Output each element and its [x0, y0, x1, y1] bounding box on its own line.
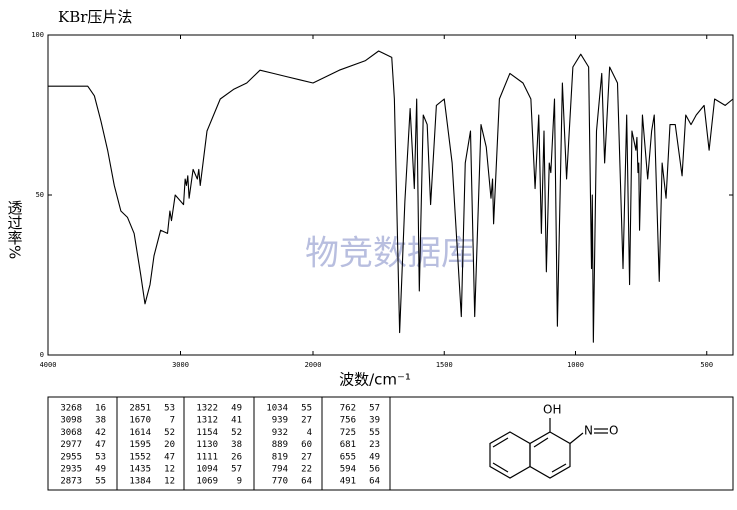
peak-transmittance: 9 — [237, 477, 242, 487]
y-axis-label: 透过率% — [6, 200, 24, 259]
peak-transmittance: 64 — [301, 477, 312, 487]
double-bond — [492, 437, 509, 448]
peak-wavenumber: 1435 — [129, 465, 151, 475]
x-tick-label: 3000 — [172, 361, 189, 369]
peak-wavenumber: 889 — [272, 440, 288, 450]
x-tick-label: 1500 — [436, 361, 453, 369]
peak-transmittance: 55 — [301, 404, 312, 414]
x-tick-label: 500 — [700, 361, 713, 369]
peak-wavenumber: 2873 — [60, 477, 82, 487]
peak-wavenumber: 770 — [272, 477, 288, 487]
peak-wavenumber: 1322 — [196, 404, 218, 414]
peak-wavenumber: 1154 — [196, 428, 218, 438]
peak-transmittance: 53 — [164, 404, 175, 414]
peak-transmittance: 53 — [95, 452, 106, 462]
peak-wavenumber: 819 — [272, 452, 288, 462]
peak-transmittance: 38 — [231, 440, 242, 450]
y-tick-label: 0 — [40, 351, 44, 359]
peak-wavenumber: 939 — [272, 416, 288, 426]
double-bond — [533, 437, 549, 448]
peak-wavenumber: 1069 — [196, 477, 218, 487]
peak-transmittance: 39 — [369, 416, 380, 426]
peak-transmittance: 4 — [307, 428, 312, 438]
peak-transmittance: 26 — [231, 452, 242, 462]
peak-transmittance: 12 — [164, 477, 175, 487]
peak-wavenumber: 1130 — [196, 440, 218, 450]
peak-wavenumber: 1111 — [196, 452, 218, 462]
peak-transmittance: 55 — [369, 428, 380, 438]
peak-transmittance: 57 — [231, 465, 242, 475]
peak-transmittance: 55 — [95, 477, 106, 487]
atom-label: N — [584, 424, 593, 438]
peak-wavenumber: 1552 — [129, 452, 151, 462]
ring — [529, 431, 571, 479]
peak-wavenumber: 491 — [340, 477, 356, 487]
peak-wavenumber: 655 — [340, 452, 356, 462]
peak-transmittance: 12 — [164, 465, 175, 475]
peak-transmittance: 52 — [231, 428, 242, 438]
double-bond — [492, 462, 509, 473]
peak-wavenumber: 3068 — [60, 428, 82, 438]
peak-transmittance: 27 — [301, 416, 312, 426]
peak-wavenumber: 3098 — [60, 416, 82, 426]
peak-wavenumber: 1384 — [129, 477, 151, 487]
chart-title: KBr压片法 — [58, 8, 132, 26]
watermark: 物竞数据库 — [305, 234, 475, 274]
peak-transmittance: 41 — [231, 416, 242, 426]
peak-transmittance: 20 — [164, 440, 175, 450]
peak-transmittance: 52 — [164, 428, 175, 438]
peak-transmittance: 49 — [231, 404, 242, 414]
peak-transmittance: 64 — [369, 477, 380, 487]
bond — [569, 432, 584, 444]
peak-wavenumber: 1595 — [129, 440, 151, 450]
peak-transmittance: 38 — [95, 416, 106, 426]
peak-wavenumber: 794 — [272, 465, 288, 475]
peak-transmittance: 49 — [95, 465, 106, 475]
x-tick-label: 2000 — [305, 361, 322, 369]
peak-transmittance: 7 — [170, 416, 175, 426]
peak-wavenumber: 2935 — [60, 465, 82, 475]
peak-transmittance: 27 — [301, 452, 312, 462]
peak-wavenumber: 932 — [272, 428, 288, 438]
peak-transmittance: 42 — [95, 428, 106, 438]
peak-wavenumber: 2955 — [60, 452, 82, 462]
peak-transmittance: 49 — [369, 452, 380, 462]
peak-wavenumber: 2977 — [60, 440, 82, 450]
x-tick-label: 1000 — [567, 361, 584, 369]
peak-wavenumber: 762 — [340, 404, 356, 414]
peak-wavenumber: 681 — [340, 440, 356, 450]
peak-transmittance: 47 — [95, 440, 106, 450]
peak-wavenumber: 1312 — [196, 416, 218, 426]
peak-wavenumber: 1034 — [266, 404, 288, 414]
peak-wavenumber: 725 — [340, 428, 356, 438]
peak-transmittance: 57 — [369, 404, 380, 414]
x-axis-label: 波数/cm⁻¹ — [339, 371, 411, 389]
atom-label: OH — [543, 403, 561, 417]
peak-wavenumber: 1614 — [129, 428, 151, 438]
peak-wavenumber: 594 — [340, 465, 356, 475]
structure — [489, 418, 608, 479]
y-tick-label: 50 — [36, 191, 44, 199]
peak-transmittance: 22 — [301, 465, 312, 475]
plot-frame — [47, 34, 734, 356]
peak-transmittance: 47 — [164, 452, 175, 462]
peak-transmittance: 16 — [95, 404, 106, 414]
x-tick-label: 4000 — [40, 361, 57, 369]
y-tick-label: 100 — [31, 31, 44, 39]
peak-transmittance: 60 — [301, 440, 312, 450]
peak-wavenumber: 3268 — [60, 404, 82, 414]
atom-label: O — [609, 424, 618, 438]
spectrum-line — [48, 50, 734, 343]
peak-transmittance: 56 — [369, 465, 380, 475]
peak-wavenumber: 1094 — [196, 465, 218, 475]
peak-transmittance: 23 — [369, 440, 380, 450]
peak-wavenumber: 1670 — [129, 416, 151, 426]
peak-wavenumber: 756 — [340, 416, 356, 426]
ring — [489, 431, 531, 479]
double-bond — [551, 463, 567, 473]
peak-wavenumber: 2851 — [129, 404, 151, 414]
